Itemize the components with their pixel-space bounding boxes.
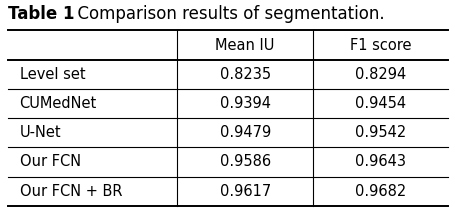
Text: CUMedNet: CUMedNet [20, 96, 96, 111]
Text: F1 score: F1 score [349, 38, 410, 52]
Text: Mean IU: Mean IU [215, 38, 274, 52]
Text: Level set: Level set [20, 67, 85, 82]
Text: 0.8235: 0.8235 [219, 67, 270, 82]
Text: 0.9643: 0.9643 [354, 155, 405, 169]
Text: U-Net: U-Net [20, 125, 61, 140]
Text: 0.9454: 0.9454 [354, 96, 405, 111]
Text: 0.9617: 0.9617 [219, 184, 270, 199]
Text: Our FCN: Our FCN [20, 155, 81, 169]
Text: 0.8294: 0.8294 [354, 67, 405, 82]
Text: 0.9586: 0.9586 [219, 155, 270, 169]
Text: . Comparison results of segmentation.: . Comparison results of segmentation. [67, 5, 384, 23]
Text: 0.9394: 0.9394 [219, 96, 270, 111]
Text: 0.9479: 0.9479 [219, 125, 270, 140]
Text: 0.9542: 0.9542 [354, 125, 405, 140]
Text: Our FCN + BR: Our FCN + BR [20, 184, 122, 199]
Text: 0.9682: 0.9682 [354, 184, 405, 199]
Text: Table 1: Table 1 [8, 5, 75, 23]
